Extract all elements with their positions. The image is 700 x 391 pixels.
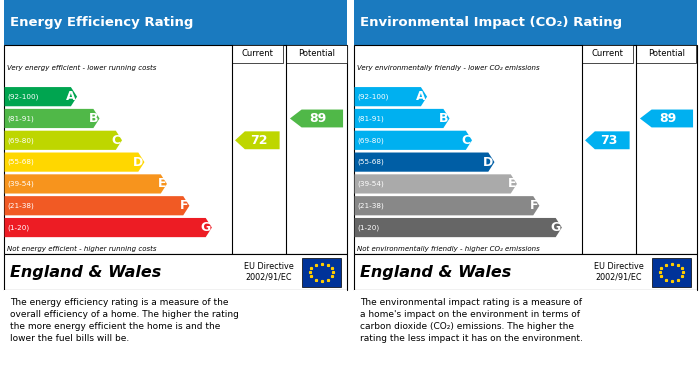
- Text: (21-38): (21-38): [357, 203, 384, 209]
- Text: (1-20): (1-20): [357, 224, 379, 231]
- Polygon shape: [354, 87, 427, 106]
- Polygon shape: [4, 174, 167, 194]
- Text: (39-54): (39-54): [357, 181, 384, 187]
- Text: The environmental impact rating is a measure of
a home's impact on the environme: The environmental impact rating is a mea…: [360, 298, 583, 343]
- Polygon shape: [354, 174, 517, 194]
- Text: A: A: [66, 90, 76, 103]
- Bar: [652, 258, 692, 287]
- Text: Potential: Potential: [648, 49, 685, 58]
- Text: The energy efficiency rating is a measure of the
overall efficiency of a home. T: The energy efficiency rating is a measur…: [10, 298, 239, 343]
- Text: England & Wales: England & Wales: [360, 265, 512, 280]
- Text: Energy Efficiency Rating: Energy Efficiency Rating: [10, 16, 194, 29]
- Text: Not energy efficient - higher running costs: Not energy efficient - higher running co…: [7, 246, 156, 252]
- Bar: [636, 45, 696, 63]
- Text: EU Directive
2002/91/EC: EU Directive 2002/91/EC: [594, 262, 643, 282]
- Text: 72: 72: [250, 134, 267, 147]
- Text: Very environmentally friendly - lower CO₂ emissions: Very environmentally friendly - lower CO…: [357, 65, 540, 71]
- Text: C: C: [112, 134, 121, 147]
- Text: B: B: [89, 112, 99, 125]
- Bar: [302, 258, 342, 287]
- Bar: [286, 45, 346, 63]
- Text: Current: Current: [241, 49, 273, 58]
- Text: (1-20): (1-20): [7, 224, 29, 231]
- Text: (69-80): (69-80): [7, 137, 34, 143]
- Polygon shape: [585, 131, 629, 149]
- Text: 89: 89: [659, 112, 677, 125]
- Text: (21-38): (21-38): [7, 203, 34, 209]
- Text: E: E: [158, 178, 166, 190]
- Text: Environmental Impact (CO₂) Rating: Environmental Impact (CO₂) Rating: [360, 16, 622, 29]
- Text: D: D: [483, 156, 493, 169]
- Polygon shape: [4, 196, 190, 215]
- Text: F: F: [180, 199, 188, 212]
- Text: G: G: [201, 221, 211, 234]
- Polygon shape: [4, 218, 212, 237]
- Text: (39-54): (39-54): [7, 181, 34, 187]
- Polygon shape: [640, 109, 693, 127]
- Text: 89: 89: [309, 112, 327, 125]
- Text: (55-68): (55-68): [7, 159, 34, 165]
- Text: G: G: [551, 221, 561, 234]
- Polygon shape: [354, 152, 494, 172]
- Text: C: C: [462, 134, 471, 147]
- Polygon shape: [354, 109, 449, 128]
- Text: B: B: [439, 112, 449, 125]
- Polygon shape: [4, 152, 144, 172]
- Polygon shape: [354, 196, 540, 215]
- Text: (81-91): (81-91): [357, 115, 384, 122]
- Polygon shape: [4, 131, 122, 150]
- Bar: [582, 45, 633, 63]
- Text: F: F: [530, 199, 538, 212]
- Polygon shape: [235, 131, 279, 149]
- Polygon shape: [4, 109, 99, 128]
- Text: Not environmentally friendly - higher CO₂ emissions: Not environmentally friendly - higher CO…: [357, 246, 540, 252]
- Text: Current: Current: [592, 49, 623, 58]
- Text: A: A: [416, 90, 426, 103]
- Text: 73: 73: [600, 134, 617, 147]
- Text: (92-100): (92-100): [7, 93, 38, 100]
- Text: E: E: [508, 178, 516, 190]
- Polygon shape: [354, 218, 562, 237]
- Polygon shape: [290, 109, 343, 127]
- Bar: [232, 45, 283, 63]
- Text: (81-91): (81-91): [7, 115, 34, 122]
- Text: England & Wales: England & Wales: [10, 265, 162, 280]
- Text: Very energy efficient - lower running costs: Very energy efficient - lower running co…: [7, 65, 156, 71]
- Polygon shape: [354, 131, 472, 150]
- Text: (69-80): (69-80): [357, 137, 384, 143]
- Text: (92-100): (92-100): [357, 93, 388, 100]
- Text: (55-68): (55-68): [357, 159, 384, 165]
- Text: Potential: Potential: [298, 49, 335, 58]
- Text: D: D: [133, 156, 144, 169]
- Polygon shape: [4, 87, 77, 106]
- Text: EU Directive
2002/91/EC: EU Directive 2002/91/EC: [244, 262, 293, 282]
